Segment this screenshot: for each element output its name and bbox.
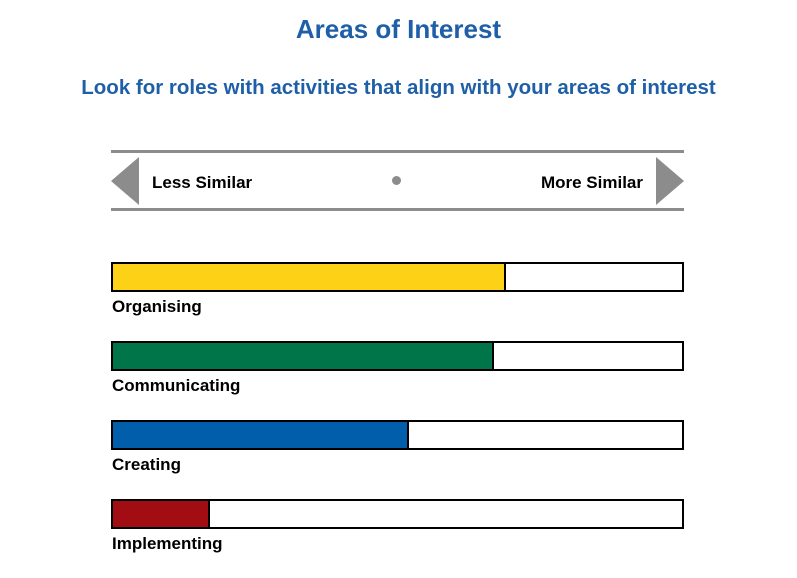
bar-track-organising bbox=[111, 262, 684, 292]
arrow-left-icon bbox=[111, 157, 139, 205]
bar-track-communicating bbox=[111, 341, 684, 371]
similarity-scale: Less Similar More Similar bbox=[111, 150, 684, 212]
bar-row-creating: Creating bbox=[111, 420, 684, 499]
bar-fill-implementing bbox=[113, 501, 210, 527]
bar-label-implementing: Implementing bbox=[112, 534, 223, 553]
bar-label-organising: Organising bbox=[112, 297, 202, 316]
bar-fill-creating bbox=[113, 422, 409, 448]
bar-fill-organising bbox=[113, 264, 506, 290]
bar-label-creating: Creating bbox=[112, 455, 181, 474]
bar-row-communicating: Communicating bbox=[111, 341, 684, 420]
scale-label-more-similar: More Similar bbox=[540, 173, 643, 192]
bar-row-organising: Organising bbox=[111, 262, 684, 341]
interest-bar-chart: Organising Communicating Creating Implement… bbox=[111, 262, 684, 578]
page-title: Areas of Interest bbox=[295, 14, 502, 44]
bar-fill-communicating bbox=[113, 343, 494, 369]
bar-track-creating bbox=[111, 420, 684, 450]
bar-row-implementing: Implementing bbox=[111, 499, 684, 578]
bar-label-communicating: Communicating bbox=[112, 376, 241, 395]
scale-bottom-rule bbox=[111, 208, 684, 211]
scale-label-less-similar: Less Similar bbox=[152, 173, 253, 192]
arrow-right-icon bbox=[656, 157, 684, 205]
page-subtitle: Look for roles with activities that alig… bbox=[81, 76, 716, 99]
bar-track-implementing bbox=[111, 499, 684, 529]
scale-midpoint-dot-icon bbox=[392, 176, 401, 185]
scale-top-rule bbox=[111, 150, 684, 153]
